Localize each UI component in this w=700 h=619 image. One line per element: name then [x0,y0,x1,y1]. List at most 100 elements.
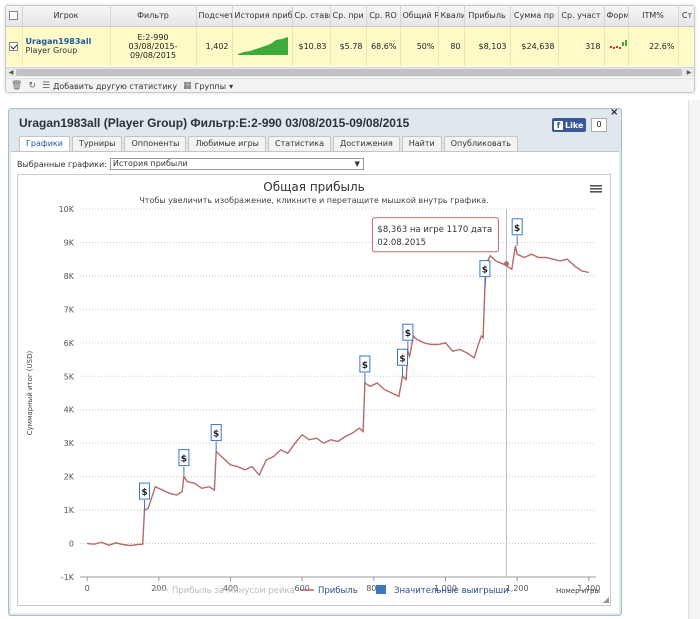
col-header-more[interactable]: Ст [678,6,694,27]
count-cell: 1,402 [196,26,233,66]
filter-line: E:2-990 [137,32,169,42]
col-header-total-roi[interactable]: Общий RC [400,6,439,27]
tab-statistics[interactable]: Статистика [267,136,331,151]
chart-select[interactable]: История прибыли ▼ [109,158,364,170]
y-tick-label: 5K [64,372,75,381]
legend-swatch[interactable] [376,585,386,594]
col-header-profit-history[interactable]: История приб [232,6,293,27]
col-header-player[interactable]: Игрок [22,6,111,27]
panel-tabs: Графики Турниры Оппоненты Любимые игры С… [19,136,518,151]
tab-find[interactable]: Найти [401,136,442,151]
tab-achievements[interactable]: Достижения [332,136,400,151]
big-win-marker-label: $ [514,224,520,234]
y-tick-label: 4K [64,406,75,415]
big-win-marker-label: $ [405,329,411,339]
close-icon[interactable]: × [610,107,619,118]
add-stat-label: Добавить другую статистику [53,81,178,91]
col-header-quali[interactable]: Квали [438,6,465,27]
scroll-left-arrow-icon[interactable]: ◀ [8,69,14,76]
col-header-avg-profit[interactable]: Ср. при [330,6,367,27]
x-tick-label: 200 [151,584,166,593]
groups-dropdown[interactable]: ▦ Группы ▾ [183,81,233,91]
scrollbar-thumb[interactable] [16,69,682,76]
menu-icon-bar[interactable] [590,191,602,193]
big-win-marker[interactable] [359,355,371,373]
panel-title: Uragan1983all (Player Group) Фильтр:E:2-… [19,116,410,130]
profit-chart[interactable]: Общая прибыль Чтобы увеличить изображение… [18,175,610,605]
add-stat-button[interactable]: ☰ Добавить другую статистику [42,81,177,91]
y-tick-label: 7K [64,305,75,314]
col-header-form[interactable]: Форма [604,6,629,27]
groups-label: Группы [194,81,227,91]
menu-icon-bar[interactable] [590,185,602,187]
scroll-right-arrow-icon[interactable]: ▶ [686,69,692,76]
chart-title: Общая прибыль [263,180,364,194]
resize-grip-icon[interactable]: ◢ [602,595,609,604]
tab-charts[interactable]: Графики [19,136,70,151]
filter-cell: E:2-990 03/08/2015- 09/08/2015 [110,26,197,66]
big-win-marker[interactable] [139,482,150,500]
menu-icon-bar[interactable] [590,188,602,190]
chart-selector-label: Выбранные графики: [17,159,107,169]
big-win-marker-label: $ [482,266,488,276]
y-tick-label: 1K [64,506,75,515]
legend-item-label: Прибыль за минусом рейка [172,586,295,596]
chevron-down-icon: ▼ [354,160,360,168]
facebook-like-button[interactable]: f Like [552,118,586,132]
profit-cell: $8,103 [464,26,511,66]
page-right-edge [688,100,700,619]
tab-opponents[interactable]: Оппоненты [124,136,187,151]
big-win-marker-label: $ [399,354,405,364]
big-win-marker[interactable] [402,323,414,341]
player-name-link[interactable]: Uragan1983all [25,37,92,47]
facebook-icon: f [554,120,563,130]
row-checkbox[interactable] [6,26,23,66]
filter-line: 03/08/2015- [128,41,178,51]
chart-subtitle: Чтобы увеличить изображение, кликните и … [139,196,488,205]
big-win-marker[interactable] [178,449,190,467]
chart-selector-row: Выбранные графики: История прибыли ▼ [17,158,364,170]
tab-publish[interactable]: Опубликовать [443,136,518,151]
profit-history-sparkline [232,26,293,66]
big-win-marker[interactable] [479,260,491,278]
list-icon: ☰ [41,81,51,91]
sum-cell: $24,638 [510,26,559,66]
trash-icon[interactable]: 🗑 [11,81,23,91]
table-row[interactable]: Uragan1983all Player Group E:2-990 03/08… [6,26,694,66]
y-tick-label: 3K [64,439,75,448]
big-win-marker[interactable] [210,424,222,442]
avg-entrants-cell: 318 [558,26,605,66]
col-header-itm[interactable]: ITM% [628,6,679,27]
col-header-count[interactable]: Подсчет [196,6,233,27]
tab-tournaments[interactable]: Турниры [71,136,123,151]
x-tick-label: 800 [366,584,381,593]
x-tick-label: 600 [295,584,310,593]
refresh-icon[interactable]: ↻ [28,81,36,91]
big-win-marker[interactable] [397,348,408,366]
big-win-marker-label: $ [362,361,368,371]
big-win-marker-label: $ [141,488,147,498]
player-group-label: Player Group [25,46,78,56]
col-header-profit[interactable]: Прибыль [464,6,511,27]
grid-toolbar: 🗑 ↻ ☰ Добавить другую статистику ▦ Групп… [6,78,694,92]
tab-favorite-games[interactable]: Любимые игры [188,136,266,151]
y-tick-label: 8K [64,272,75,281]
stats-table: Игрок Фильтр Подсчет История приб Ср. ст… [6,6,694,66]
col-header-avg-entrants[interactable]: Ср. участ [558,6,605,27]
col-header-filter[interactable]: Фильтр [110,6,197,27]
y-tick-label: 6K [64,339,75,348]
panel-body: Выбранные графики: История прибыли ▼ Общ… [11,151,619,613]
col-header-avg-stake[interactable]: Ср. ставк [292,6,331,27]
filter-line: 09/08/2015 [129,50,177,60]
player-cell: Uragan1983all Player Group [22,26,111,66]
more-cell [678,26,694,66]
profit-chart-container[interactable]: Общая прибыль Чтобы увеличить изображение… [17,174,611,606]
select-all-checkbox[interactable] [6,6,23,27]
y-tick-label: -1K [61,573,75,582]
col-header-avg-roi[interactable]: Ср. RO [366,6,401,27]
horizontal-scrollbar[interactable]: ◀ ▶ [6,67,694,77]
big-win-marker[interactable] [511,218,523,236]
avg-profit-cell: $5.78 [330,26,367,66]
tooltip-line1: $8,363 на игре 1170 дата [377,225,492,235]
col-header-sum[interactable]: Сумма пр [510,6,559,27]
